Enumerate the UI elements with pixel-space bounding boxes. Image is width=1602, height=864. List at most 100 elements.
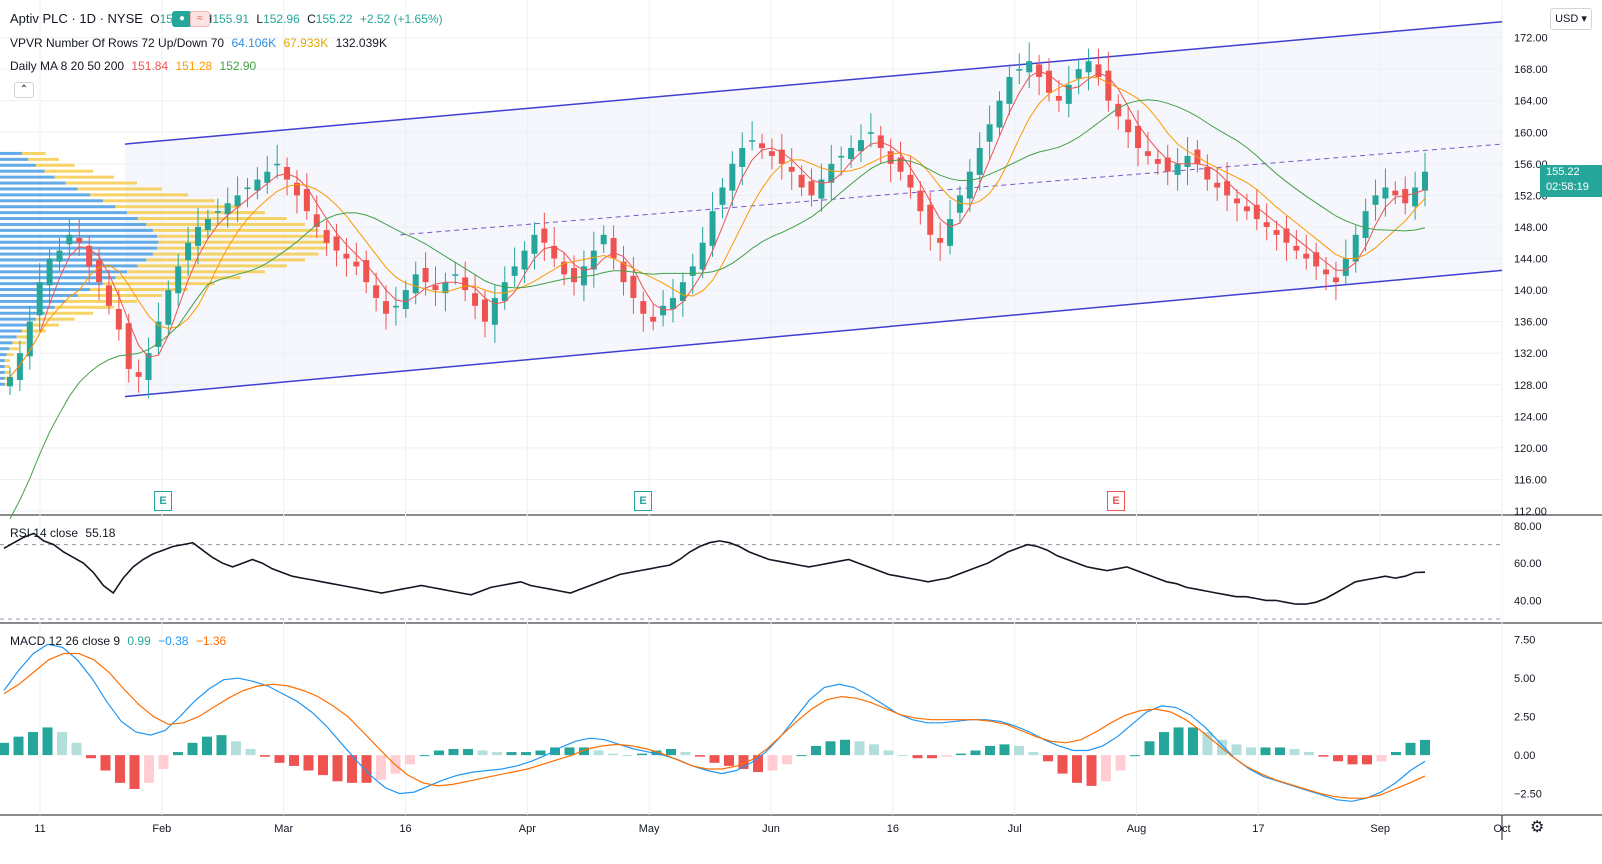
macd-histogram-bar — [651, 750, 662, 756]
candle-body — [1204, 166, 1211, 180]
currency-selector[interactable]: USD ▾ — [1550, 8, 1592, 30]
vpvr-down-bar — [157, 234, 328, 238]
macd-histogram-bar — [796, 755, 807, 757]
earnings-marker-icon[interactable]: E — [154, 491, 172, 511]
macd-histogram-bar — [1304, 752, 1314, 756]
vpvr-up-bar — [0, 205, 116, 209]
macd-histogram-bar — [506, 752, 517, 756]
candle-body — [867, 132, 874, 134]
vpvr-up-bar — [0, 175, 55, 179]
vpvr-up-bar — [0, 199, 103, 203]
macd-histogram-bar — [680, 752, 691, 756]
symbol-title[interactable]: Aptiv PLC · 1D · NYSE — [10, 11, 143, 26]
ma8-line — [9, 70, 1426, 378]
candle-body — [679, 282, 686, 302]
y-tick-label: 172.00 — [1514, 33, 1548, 45]
ohlc-close: 155.22 — [315, 12, 353, 26]
candle-body — [956, 195, 963, 213]
macd-histogram-bar — [1318, 755, 1329, 757]
macd-histogram-bar — [1130, 755, 1140, 757]
macd-tick-label: 0.00 — [1514, 750, 1535, 762]
x-tick-label: Jul — [1008, 823, 1022, 835]
vpvr-down-bar — [35, 317, 75, 321]
rsi-label: RSI 14 close — [10, 526, 79, 540]
candle-body — [1125, 119, 1132, 133]
settings-gear-icon[interactable]: ⚙ — [1530, 819, 1545, 836]
candle-body — [1065, 84, 1072, 104]
vpvr-down-bar — [146, 258, 305, 262]
ohlc-low: 152.96 — [263, 12, 300, 26]
ohlc-legend: Aptiv PLC · 1D · NYSE O153.34 H155.91 L1… — [10, 11, 447, 27]
vpvr-up-bar — [0, 359, 5, 363]
vpvr-up-bar — [0, 376, 5, 380]
vpvr-down-bar — [77, 293, 162, 297]
compare-icon[interactable]: ≈ — [190, 11, 210, 27]
candle-body — [234, 195, 241, 207]
candle-body — [481, 299, 488, 322]
macd-histogram-bar — [144, 755, 154, 783]
candle-body — [937, 237, 944, 243]
candle-body — [36, 282, 43, 316]
candle-body — [254, 179, 261, 191]
macd-histogram-bar — [883, 750, 894, 756]
candle-body — [472, 293, 479, 306]
candle-body — [1313, 252, 1320, 267]
y-tick-label: 112.00 — [1514, 506, 1547, 518]
macd-histogram-bar — [767, 755, 778, 771]
macd-histogram-bar — [13, 736, 24, 756]
candle-body — [195, 226, 202, 246]
macd-label: MACD 12 26 close 9 — [10, 634, 121, 648]
ohlc-change: +2.52 (+1.65%) — [359, 12, 443, 26]
candle-body — [264, 171, 271, 183]
candle-body — [551, 245, 558, 259]
visibility-toggle-icon[interactable]: ● — [172, 11, 192, 27]
chevron-up-icon[interactable]: ⌃ — [14, 82, 34, 98]
candle-body — [383, 301, 390, 314]
macd-signal-line — [3, 652, 1426, 799]
macd-histogram-bar — [1420, 739, 1430, 756]
candle-body — [709, 211, 716, 246]
macd-histogram-bar — [231, 741, 241, 756]
candle-body — [373, 285, 380, 298]
vpvr-legend[interactable]: VPVR Number Of Rows 72 Up/Down 70 64.106… — [10, 36, 391, 50]
vpvr-up-bar — [0, 347, 10, 351]
vpvr-up-bar — [0, 234, 158, 238]
vpvr-down-bar — [90, 193, 189, 197]
vpvr-down-bar — [35, 163, 75, 167]
rsi-tick-label: 40.00 — [1514, 595, 1542, 607]
macd-legend[interactable]: MACD 12 26 close 9 0.99 −0.38 −1.36 — [10, 634, 230, 648]
candle-body — [392, 305, 399, 308]
candle-body — [521, 250, 528, 270]
candle-body — [1263, 222, 1270, 227]
vpvr-up-bar — [0, 258, 147, 262]
candle-body — [402, 290, 409, 309]
earnings-marker-icon[interactable]: E — [634, 491, 652, 511]
candle-body — [749, 140, 756, 142]
macd-signal-value: −1.36 — [195, 634, 227, 648]
macd-histogram-bar — [1391, 752, 1401, 756]
vpvr-down-bar — [44, 169, 94, 173]
x-tick-label: Aug — [1127, 823, 1147, 835]
x-tick-label: Jun — [762, 823, 780, 835]
rsi-tick-label: 60.00 — [1514, 558, 1542, 570]
macd-histogram-bar — [274, 755, 285, 763]
candle-body — [561, 261, 568, 275]
vpvr-up-bar — [0, 353, 7, 357]
vpvr-down-bar — [9, 347, 20, 351]
candle-body — [818, 179, 825, 199]
vpvr-up-bar — [0, 311, 45, 315]
candle-body — [927, 204, 934, 235]
candle-body — [917, 190, 924, 212]
y-tick-label: 120.00 — [1514, 443, 1548, 455]
macd-histogram-bar — [1231, 744, 1242, 756]
vpvr-down-bar — [158, 240, 330, 244]
earnings-marker-icon[interactable]: E — [1107, 491, 1125, 511]
macd-histogram-bar — [985, 745, 995, 756]
rsi-legend[interactable]: RSI 14 close 55.18 — [10, 526, 119, 540]
candle-body — [907, 174, 914, 188]
bar-countdown: 02:58:19 — [1546, 181, 1589, 193]
ma-legend[interactable]: Daily MA 8 20 50 200 151.84 151.28 152.9… — [10, 59, 260, 73]
macd-line — [3, 643, 1426, 802]
